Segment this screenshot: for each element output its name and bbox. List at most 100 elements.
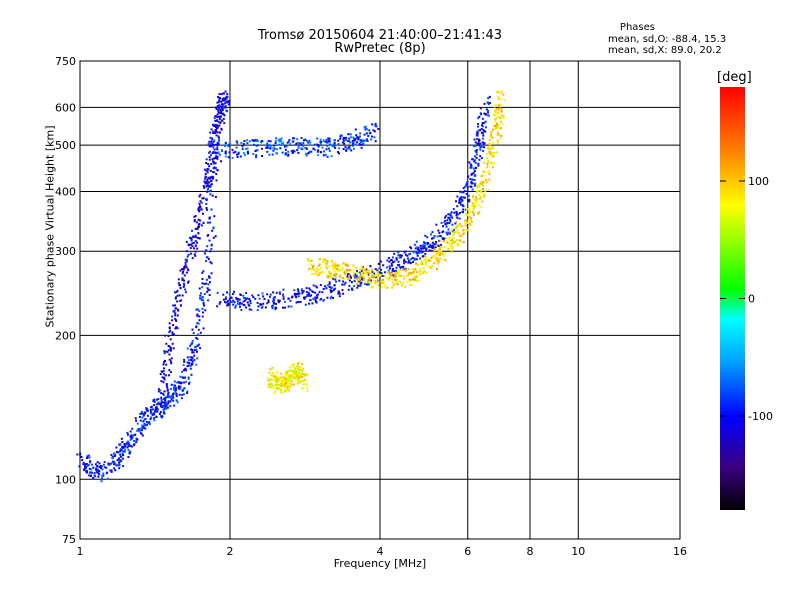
echo-point bbox=[169, 360, 172, 363]
y-tick-label: 75 bbox=[62, 533, 76, 546]
echo-point bbox=[361, 268, 364, 271]
echo-point bbox=[94, 463, 97, 466]
echo-point bbox=[249, 302, 252, 305]
echo-point bbox=[288, 375, 291, 378]
echo-point bbox=[467, 219, 470, 222]
echo-point bbox=[177, 381, 180, 384]
echo-point bbox=[266, 293, 269, 296]
echo-point bbox=[472, 211, 475, 214]
echo-point bbox=[320, 151, 322, 154]
echo-point bbox=[269, 295, 271, 298]
echo-point bbox=[287, 388, 290, 391]
echo-point bbox=[298, 372, 301, 374]
echo-point bbox=[224, 155, 227, 158]
echo-point bbox=[301, 380, 304, 383]
echo-point bbox=[205, 199, 208, 202]
echo-point bbox=[329, 274, 332, 276]
echo-point bbox=[231, 148, 234, 151]
echo-point bbox=[270, 382, 273, 385]
echo-point bbox=[369, 265, 372, 268]
echo-point bbox=[161, 404, 164, 407]
echo-point bbox=[418, 274, 421, 276]
echo-point bbox=[305, 148, 308, 151]
echo-point bbox=[484, 171, 487, 174]
echo-point bbox=[236, 142, 239, 145]
echo-point bbox=[460, 191, 463, 194]
echo-point bbox=[268, 371, 271, 374]
echo-point bbox=[363, 126, 366, 129]
echo-point bbox=[412, 278, 414, 281]
echo-point bbox=[220, 128, 223, 131]
echo-point bbox=[200, 224, 203, 227]
echo-point bbox=[354, 278, 357, 281]
echo-point bbox=[186, 361, 189, 364]
echo-point bbox=[470, 166, 473, 169]
echo-point bbox=[221, 149, 223, 152]
echo-point bbox=[339, 275, 342, 278]
echo-point bbox=[502, 93, 505, 96]
echo-point bbox=[281, 379, 284, 382]
echo-point bbox=[199, 206, 202, 209]
echo-point bbox=[278, 299, 281, 302]
echo-point bbox=[310, 294, 313, 297]
echo-point bbox=[293, 150, 296, 153]
echo-point bbox=[168, 327, 171, 330]
echo-point bbox=[155, 415, 158, 418]
echo-point bbox=[216, 127, 218, 130]
echo-point bbox=[272, 302, 275, 304]
echo-point bbox=[474, 145, 477, 148]
echo-point bbox=[475, 156, 478, 159]
echo-point bbox=[169, 349, 172, 352]
echo-point bbox=[319, 143, 322, 146]
echo-point bbox=[226, 304, 229, 307]
echo-point bbox=[109, 469, 112, 472]
echo-point bbox=[309, 150, 312, 153]
echo-point bbox=[425, 248, 428, 251]
echo-point bbox=[422, 270, 425, 273]
echo-point bbox=[238, 298, 241, 301]
echo-point bbox=[297, 295, 300, 298]
echo-point bbox=[305, 373, 308, 376]
echo-point bbox=[275, 386, 278, 389]
echo-point bbox=[193, 253, 196, 256]
echo-point bbox=[493, 113, 495, 116]
echo-point bbox=[490, 161, 493, 164]
echo-point bbox=[114, 469, 117, 472]
echo-point bbox=[442, 230, 445, 233]
echo-point bbox=[422, 244, 424, 247]
echo-point bbox=[416, 251, 419, 253]
echo-point bbox=[301, 375, 303, 378]
echo-point bbox=[461, 225, 464, 227]
echo-point bbox=[280, 139, 283, 142]
echo-point bbox=[435, 258, 438, 261]
echo-point bbox=[198, 209, 201, 212]
echo-point bbox=[268, 379, 270, 382]
echo-point bbox=[463, 196, 466, 199]
echo-point bbox=[343, 283, 346, 286]
echo-point bbox=[199, 205, 201, 208]
echo-point bbox=[271, 304, 274, 307]
echo-point bbox=[456, 239, 459, 242]
echo-point bbox=[168, 374, 170, 377]
echo-point bbox=[296, 368, 299, 371]
echo-point bbox=[208, 176, 211, 179]
echo-point bbox=[408, 272, 411, 275]
echo-point bbox=[397, 254, 400, 257]
echo-point bbox=[166, 406, 169, 409]
echo-point bbox=[300, 137, 303, 139]
echo-point bbox=[225, 97, 228, 100]
echo-point bbox=[183, 282, 185, 285]
echo-point bbox=[480, 175, 483, 178]
echo-point bbox=[277, 384, 280, 387]
echo-point bbox=[278, 138, 281, 141]
echo-point bbox=[149, 412, 152, 415]
echo-point bbox=[439, 235, 442, 237]
echo-point bbox=[216, 142, 219, 145]
echo-point bbox=[211, 137, 213, 140]
echo-point bbox=[216, 155, 219, 158]
echo-point bbox=[309, 259, 312, 262]
echo-point bbox=[239, 301, 242, 304]
echo-point bbox=[388, 277, 391, 279]
echo-point bbox=[191, 348, 194, 351]
